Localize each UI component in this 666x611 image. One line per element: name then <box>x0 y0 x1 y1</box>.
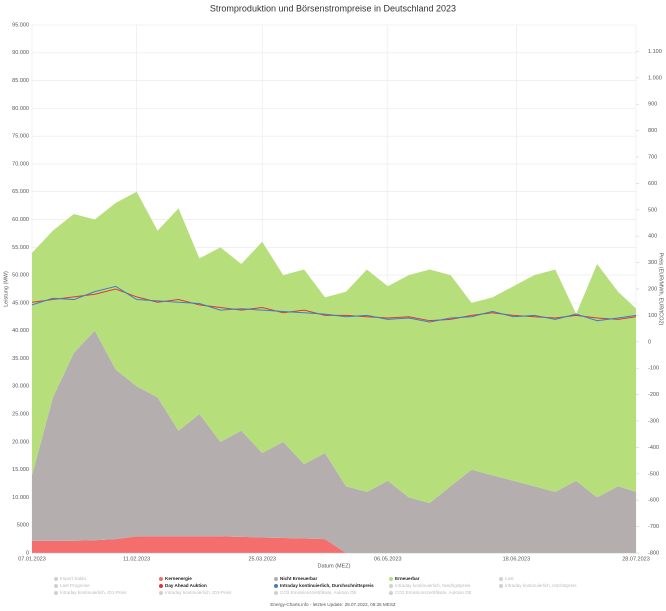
y2-tick-label: 700 <box>648 154 657 160</box>
y-tick-label: 90.000 <box>12 50 29 56</box>
footer: Energy-Charts.info - letztes Update: 28.… <box>270 602 396 607</box>
y-tick-label: 80.000 <box>12 106 29 112</box>
x-tick-label: 28.07.2023 <box>622 556 650 562</box>
legend-swatch <box>274 577 278 581</box>
x-axis-title: Datum (MEZ) <box>318 563 351 569</box>
legend-label[interactable]: Intraday kontinuierlich, Niedrigstpreis <box>395 583 471 588</box>
legend-label[interactable]: Intraday kontinuierlich, Höchstpreis <box>505 583 577 588</box>
y-tick-label: 85.000 <box>12 78 29 84</box>
y-tick-label: 15.000 <box>12 467 29 473</box>
y-tick-label: 95.000 <box>12 22 29 28</box>
y2-axis-title: Preis (EUR/MWh, EUR/tCO2) <box>658 253 664 326</box>
legend-swatch <box>499 584 503 588</box>
legend-swatch <box>389 577 393 581</box>
legend-label[interactable]: Kernenergie <box>165 576 192 581</box>
y-tick-label: 70.000 <box>12 161 29 167</box>
y2-tick-label: -400 <box>648 445 659 451</box>
legend-label[interactable]: CO2 Emissionszertifikate, Auktion DE <box>395 590 472 595</box>
area <box>32 536 636 553</box>
y2-tick-label: 400 <box>648 234 657 240</box>
legend-swatch <box>159 584 163 588</box>
legend-label[interactable]: Nicht Erneuerbar <box>280 576 317 581</box>
y2-tick-label: -800 <box>648 550 659 556</box>
legend-label[interactable]: Import Saldo <box>60 576 86 581</box>
area <box>32 191 636 503</box>
legend-swatch <box>54 577 58 581</box>
legend-swatch <box>389 591 393 595</box>
y-tick-label: 20.000 <box>12 439 29 445</box>
y2-tick-label: 200 <box>648 286 657 292</box>
y-tick-label: 55.000 <box>12 245 29 251</box>
legend-swatch <box>159 591 163 595</box>
y2-tick-label: 100 <box>648 313 657 319</box>
y-tick-label: 50.000 <box>12 273 29 279</box>
y-axis-title: Leistung (MW) <box>3 271 9 307</box>
y2-tick-label: 600 <box>648 181 657 187</box>
x-tick-label: 06.05.2023 <box>374 556 402 562</box>
y-tick-label: 25.000 <box>12 412 29 418</box>
y2-tick-label: 1.000 <box>648 75 662 81</box>
y2-tick-label: -200 <box>648 392 659 398</box>
legend-swatch <box>159 577 163 581</box>
y2-tick-label: 300 <box>648 260 657 266</box>
y-tick-label: 0 <box>26 550 29 556</box>
legend-swatch <box>274 584 278 588</box>
x-tick-label: 07.01.2023 <box>18 556 46 562</box>
y2-tick-label: -500 <box>648 471 659 477</box>
y-tick-label: 10.000 <box>12 495 29 501</box>
legend-swatch <box>389 584 393 588</box>
y-tick-label: 5000 <box>17 523 29 529</box>
legend-label[interactable]: Last Prognose <box>60 583 90 588</box>
legend-swatch <box>274 591 278 595</box>
y2-tick-label: 900 <box>648 102 657 108</box>
y-tick-label: 35.000 <box>12 356 29 362</box>
legend-label[interactable]: CO2 Emissionszertifikate, Auktion DE <box>280 590 357 595</box>
legend-label[interactable]: Day Ahead Auktion <box>165 583 207 588</box>
legend-swatch <box>54 584 58 588</box>
legend-label[interactable]: Intraday kontinuierlich, ID1-Preis <box>60 590 127 595</box>
x-tick-label: 11.02.2023 <box>123 556 150 562</box>
legend-label[interactable]: Erneuerbar <box>395 576 420 581</box>
chart-title: Stromproduktion und Börsenstrompreise in… <box>210 3 456 13</box>
y2-tick-label: -100 <box>648 366 659 372</box>
y-tick-label: 30.000 <box>12 384 29 390</box>
legend-swatch <box>499 577 503 581</box>
y2-tick-label: 800 <box>648 128 657 134</box>
price-line <box>31 285 637 323</box>
y-tick-label: 60.000 <box>12 217 29 223</box>
y2-tick-label: -700 <box>648 524 659 530</box>
legend-label[interactable]: Intraday kontinuierlich, ID3-Preis <box>165 590 232 595</box>
y2-tick-label: 500 <box>648 207 657 213</box>
legend-label[interactable]: Last <box>505 576 514 581</box>
y2-tick-label: 1.100 <box>648 49 662 55</box>
area <box>32 330 636 553</box>
legend-label[interactable]: Intraday kontinuierlich, Durchschnittspr… <box>280 583 374 588</box>
x-tick-label: 25.03.2023 <box>248 556 276 562</box>
y-tick-label: 40.000 <box>12 328 29 334</box>
y2-tick-label: -300 <box>648 418 659 424</box>
y-tick-label: 75.000 <box>12 134 29 140</box>
y-tick-label: 45.000 <box>12 300 29 306</box>
y2-tick-label: -600 <box>648 498 659 504</box>
y-tick-label: 65.000 <box>12 189 29 195</box>
x-tick-label: 18.06.2023 <box>503 556 531 562</box>
legend-swatch <box>54 591 58 595</box>
y2-tick-label: 0 <box>648 339 651 345</box>
